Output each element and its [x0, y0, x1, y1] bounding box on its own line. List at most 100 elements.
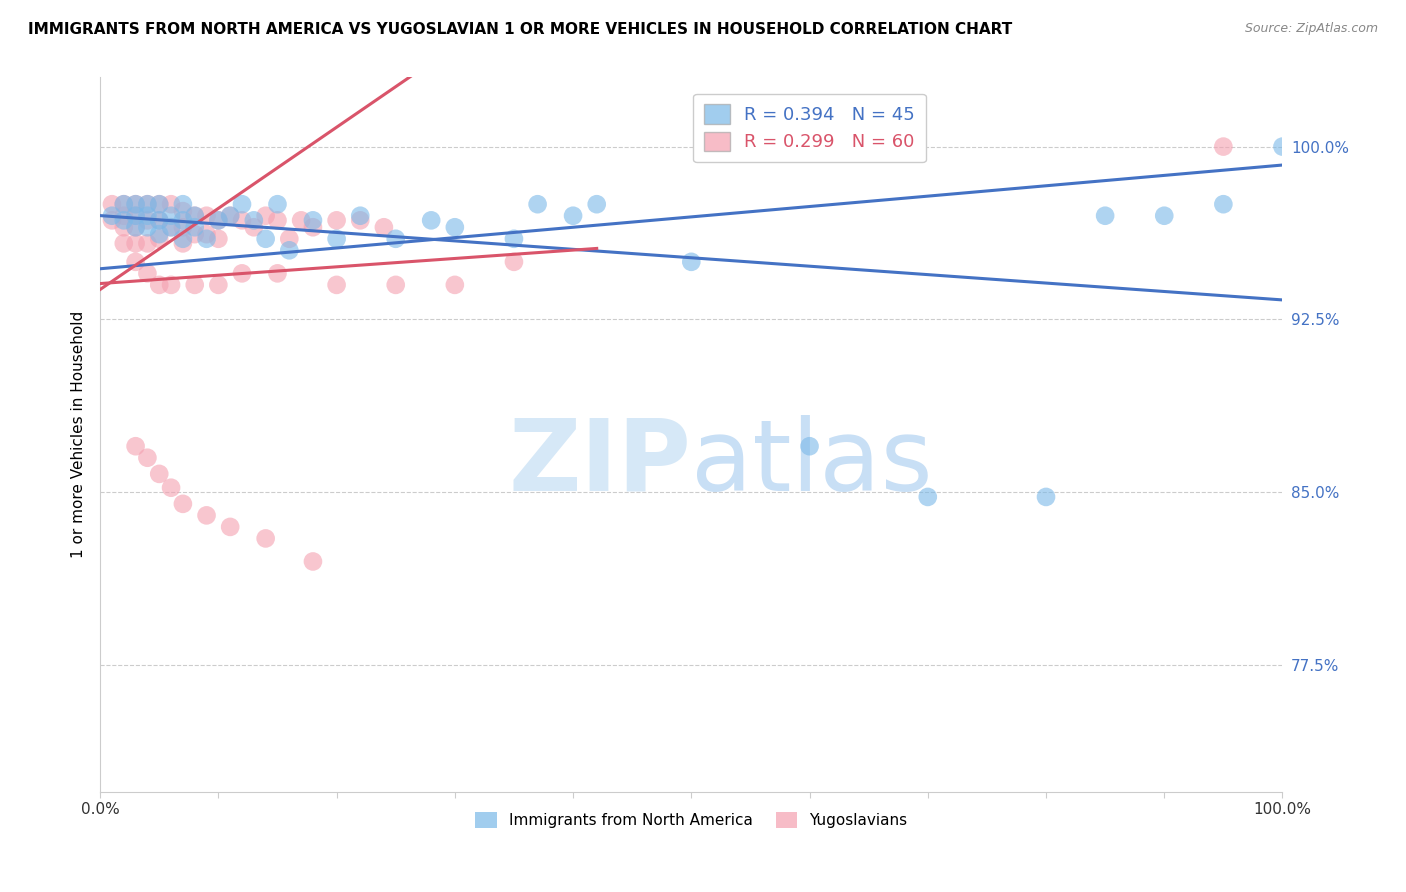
Point: [148, 467, 170, 481]
Point: [148, 197, 170, 211]
Point: [136, 266, 159, 280]
Point: [160, 220, 183, 235]
Point: [325, 213, 347, 227]
Point: [148, 213, 170, 227]
Point: [112, 236, 135, 251]
Point: [254, 209, 277, 223]
Point: [112, 197, 135, 211]
Point: [302, 220, 325, 235]
Point: [681, 255, 703, 269]
Point: [290, 213, 312, 227]
Point: [124, 220, 146, 235]
Point: [124, 197, 146, 211]
Point: [219, 520, 242, 534]
Point: [148, 232, 170, 246]
Point: [124, 209, 146, 223]
Y-axis label: 1 or more Vehicles in Household: 1 or more Vehicles in Household: [72, 311, 86, 558]
Point: [384, 277, 406, 292]
Text: ZIP: ZIP: [509, 415, 692, 512]
Point: [148, 197, 170, 211]
Point: [443, 220, 465, 235]
Point: [266, 213, 288, 227]
Point: [207, 213, 229, 227]
Point: [1094, 209, 1116, 223]
Point: [302, 554, 325, 568]
Point: [136, 220, 159, 235]
Point: [112, 213, 135, 227]
Point: [278, 244, 301, 258]
Point: [124, 236, 146, 251]
Point: [1153, 209, 1175, 223]
Point: [207, 232, 229, 246]
Point: [136, 197, 159, 211]
Point: [278, 232, 301, 246]
Point: [266, 197, 288, 211]
Point: [183, 209, 205, 223]
Point: [172, 197, 194, 211]
Point: [243, 220, 266, 235]
Point: [183, 277, 205, 292]
Point: [254, 232, 277, 246]
Point: [349, 209, 371, 223]
Point: [124, 209, 146, 223]
Point: [1271, 139, 1294, 153]
Legend: Immigrants from North America, Yugoslavians: Immigrants from North America, Yugoslavi…: [470, 806, 914, 834]
Point: [148, 227, 170, 242]
Point: [195, 232, 218, 246]
Point: [1035, 490, 1057, 504]
Point: [231, 266, 253, 280]
Point: [917, 490, 939, 504]
Text: atlas: atlas: [692, 415, 934, 512]
Point: [136, 209, 159, 223]
Point: [172, 213, 194, 227]
Point: [231, 213, 253, 227]
Point: [160, 197, 183, 211]
Point: [160, 220, 183, 235]
Point: [443, 277, 465, 292]
Point: [160, 277, 183, 292]
Point: [526, 197, 548, 211]
Point: [148, 277, 170, 292]
Point: [219, 209, 242, 223]
Point: [101, 209, 124, 223]
Point: [112, 209, 135, 223]
Text: Source: ZipAtlas.com: Source: ZipAtlas.com: [1244, 22, 1378, 36]
Point: [349, 213, 371, 227]
Point: [160, 481, 183, 495]
Point: [562, 209, 585, 223]
Point: [195, 227, 218, 242]
Point: [207, 277, 229, 292]
Point: [325, 277, 347, 292]
Point: [420, 213, 443, 227]
Point: [195, 508, 218, 523]
Point: [124, 197, 146, 211]
Point: [124, 439, 146, 453]
Point: [101, 197, 124, 211]
Point: [503, 255, 526, 269]
Point: [124, 220, 146, 235]
Point: [183, 209, 205, 223]
Point: [136, 236, 159, 251]
Point: [160, 209, 183, 223]
Point: [503, 232, 526, 246]
Point: [172, 497, 194, 511]
Point: [302, 213, 325, 227]
Point: [195, 209, 218, 223]
Point: [207, 213, 229, 227]
Point: [266, 266, 288, 280]
Point: [136, 450, 159, 465]
Point: [1212, 139, 1234, 153]
Point: [136, 197, 159, 211]
Point: [384, 232, 406, 246]
Point: [373, 220, 395, 235]
Point: [585, 197, 607, 211]
Point: [243, 213, 266, 227]
Point: [183, 220, 205, 235]
Point: [172, 232, 194, 246]
Point: [183, 227, 205, 242]
Point: [112, 220, 135, 235]
Text: IMMIGRANTS FROM NORTH AMERICA VS YUGOSLAVIAN 1 OR MORE VEHICLES IN HOUSEHOLD COR: IMMIGRANTS FROM NORTH AMERICA VS YUGOSLA…: [28, 22, 1012, 37]
Point: [219, 209, 242, 223]
Point: [172, 236, 194, 251]
Point: [136, 213, 159, 227]
